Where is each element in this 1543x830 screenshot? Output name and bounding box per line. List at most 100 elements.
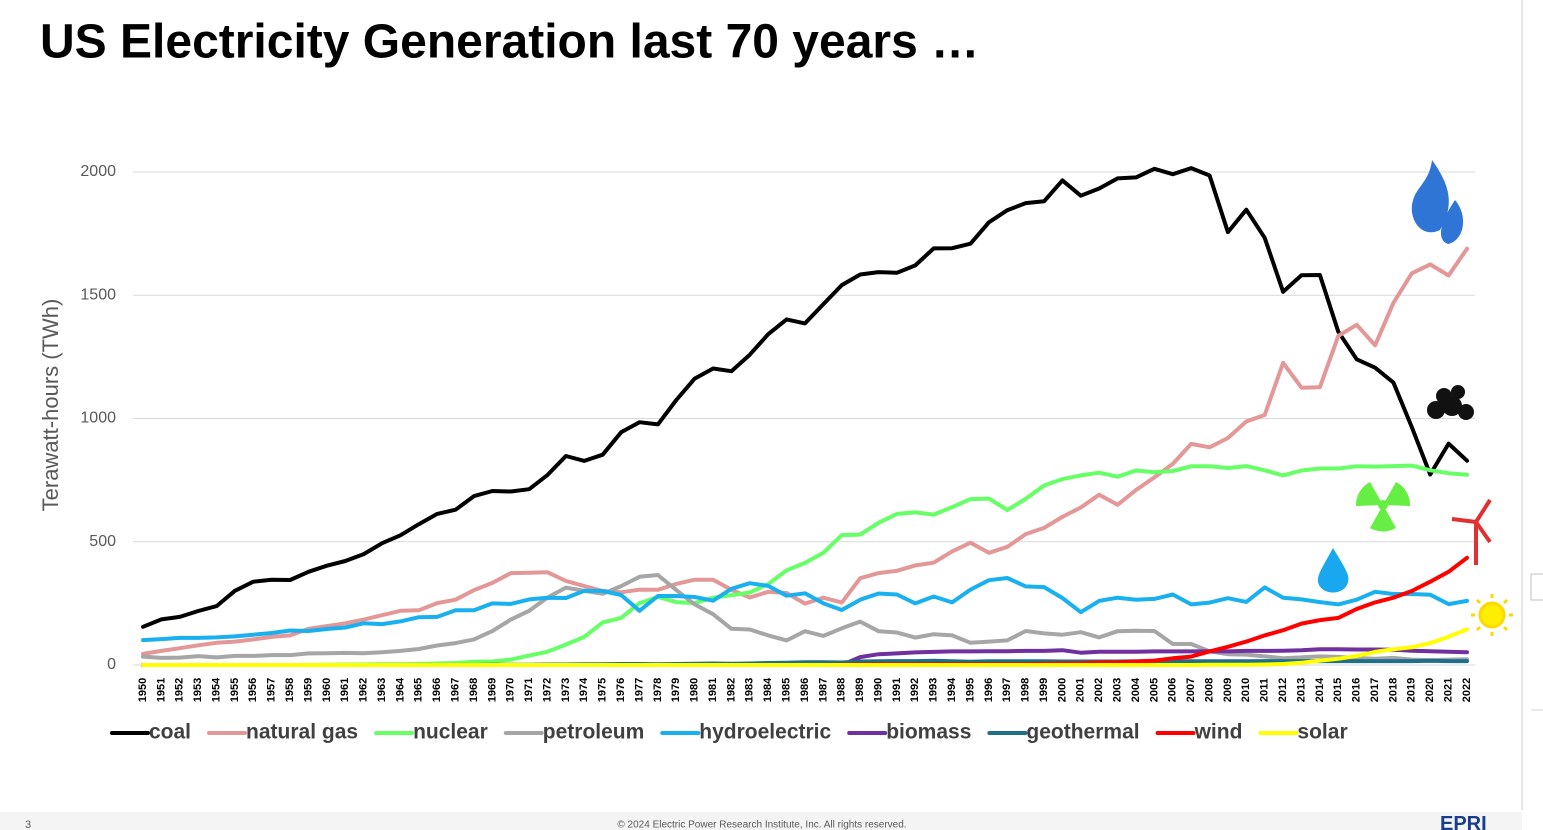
x-tick-label: 1975 bbox=[597, 678, 609, 702]
x-tick-label: 2017 bbox=[1369, 678, 1381, 702]
x-tick-label: 2008 bbox=[1203, 678, 1215, 702]
x-tick-label: 1974 bbox=[578, 677, 590, 702]
x-tick-label: 1960 bbox=[321, 678, 333, 702]
x-tick-label: 1995 bbox=[964, 678, 976, 702]
x-tick-label: 1953 bbox=[192, 678, 204, 702]
x-tick-label: 1952 bbox=[174, 678, 186, 702]
legend-label: hydroelectric bbox=[699, 721, 831, 744]
wind-turbine-icon bbox=[1451, 498, 1492, 565]
x-tick-label: 2006 bbox=[1167, 678, 1179, 702]
legend-label: coal bbox=[149, 721, 191, 744]
gas-flame-icon bbox=[1411, 160, 1464, 244]
x-tick-label: 1962 bbox=[358, 678, 370, 702]
x-tick-label: 1957 bbox=[266, 678, 278, 702]
x-tick-label: 2021 bbox=[1443, 678, 1455, 702]
x-tick-label: 1971 bbox=[523, 678, 535, 702]
panel-box[interactable] bbox=[1530, 573, 1543, 601]
x-tick-label: 1950 bbox=[137, 678, 149, 702]
x-tick-label: 1973 bbox=[560, 678, 572, 702]
x-tick-label: 1991 bbox=[891, 678, 903, 702]
x-tick-label: 1951 bbox=[155, 678, 167, 702]
x-tick-label: 1981 bbox=[707, 678, 719, 702]
x-tick-label: 1967 bbox=[450, 678, 462, 702]
x-tick-label: 1970 bbox=[505, 678, 517, 702]
series-line bbox=[141, 573, 1469, 663]
x-tick-label: 2011 bbox=[1259, 678, 1271, 702]
series-line bbox=[141, 246, 1469, 656]
legend-label: petroleum bbox=[543, 721, 645, 744]
x-tick-label: 2002 bbox=[1093, 678, 1105, 702]
x-tick-label: 2004 bbox=[1130, 677, 1142, 702]
x-tick-label: 1997 bbox=[1001, 678, 1013, 702]
y-tick-label: 2000 bbox=[80, 163, 116, 180]
x-tick-label: 1993 bbox=[928, 678, 940, 702]
x-tick-label: 1964 bbox=[394, 677, 406, 702]
x-tick-label: 2016 bbox=[1351, 678, 1363, 702]
x-tick-label: 1996 bbox=[983, 678, 995, 702]
x-tick-label: 1969 bbox=[486, 678, 498, 702]
x-tick-label: 1976 bbox=[615, 678, 627, 702]
x-tick-label: 2009 bbox=[1222, 678, 1234, 702]
footer-band bbox=[0, 812, 1522, 830]
x-tick-label: 1968 bbox=[468, 678, 480, 702]
y-tick-label: 0 bbox=[107, 656, 116, 673]
x-tick-label: 1983 bbox=[744, 678, 756, 702]
x-tick-label: 1984 bbox=[762, 677, 774, 702]
footer-text: © 2024 Electric Power Research Institute… bbox=[617, 820, 906, 830]
plot-area: 0 500 1000 1500 2000 1950 1951 1952 1953 1954 1955… bbox=[80, 163, 1475, 744]
x-tick-label: 1980 bbox=[689, 678, 701, 702]
y-tick-label: 500 bbox=[89, 533, 116, 550]
x-tick-label: 2018 bbox=[1387, 678, 1399, 702]
x-tick-label: 1985 bbox=[781, 678, 793, 702]
x-tick-label: 1961 bbox=[339, 678, 351, 702]
series-line bbox=[141, 576, 1469, 643]
legend-label: nuclear bbox=[413, 721, 488, 744]
x-tick-label: 2007 bbox=[1185, 678, 1197, 702]
x-tick-label: 1972 bbox=[541, 678, 553, 702]
logo: EPRI bbox=[1440, 813, 1487, 830]
x-tick-label: 1966 bbox=[431, 678, 443, 702]
x-tick-label: 1963 bbox=[376, 678, 388, 702]
legend-label: geothermal bbox=[1026, 721, 1139, 744]
x-tick-label: 1994 bbox=[946, 677, 958, 702]
water-drop-icon bbox=[1317, 548, 1349, 593]
x-tick-label: 1959 bbox=[302, 678, 314, 702]
legend-label: natural gas bbox=[246, 721, 358, 744]
x-tick-label: 2005 bbox=[1148, 678, 1160, 702]
x-tick-label: 2012 bbox=[1277, 678, 1289, 702]
slide-title: US Electricity Generation last 70 years … bbox=[40, 16, 979, 69]
coal-icon bbox=[1427, 385, 1474, 420]
x-tick-label: 1956 bbox=[247, 678, 259, 702]
x-tick-label: 1978 bbox=[652, 678, 664, 702]
x-tick-label: 2015 bbox=[1332, 678, 1344, 702]
legend-label: wind bbox=[1194, 721, 1243, 744]
x-tick-label: 2010 bbox=[1240, 678, 1252, 702]
x-tick-label: 2013 bbox=[1295, 678, 1307, 702]
y-tick-label: 1000 bbox=[80, 410, 116, 427]
x-tick-label: 1990 bbox=[872, 678, 884, 702]
x-tick-label: 1988 bbox=[836, 678, 848, 702]
nuclear-icon bbox=[1355, 482, 1411, 532]
legend-label: biomass bbox=[886, 721, 971, 744]
x-tick-label: 1989 bbox=[854, 678, 866, 702]
x-tick-label: 2022 bbox=[1461, 678, 1473, 702]
x-tick-label: 2000 bbox=[1056, 678, 1068, 702]
x-tick-label: 2020 bbox=[1424, 678, 1436, 702]
page-number: 3 bbox=[25, 819, 31, 830]
legend-label: solar bbox=[1297, 721, 1347, 744]
x-tick-label: 1979 bbox=[670, 678, 682, 702]
x-tick-label: 1965 bbox=[413, 678, 425, 702]
x-tick-label: 1955 bbox=[229, 678, 241, 702]
x-tick-label: 1954 bbox=[210, 677, 222, 702]
x-tick-label: 1998 bbox=[1020, 678, 1032, 702]
y-tick-label: 1500 bbox=[80, 286, 116, 303]
x-tick-label: 1987 bbox=[817, 678, 829, 702]
x-tick-label: 2019 bbox=[1406, 678, 1418, 702]
x-tick-label: 1977 bbox=[633, 678, 645, 702]
series-line bbox=[141, 166, 1469, 629]
x-tick-label: 2003 bbox=[1112, 678, 1124, 702]
x-tick-label: 2001 bbox=[1075, 678, 1087, 702]
